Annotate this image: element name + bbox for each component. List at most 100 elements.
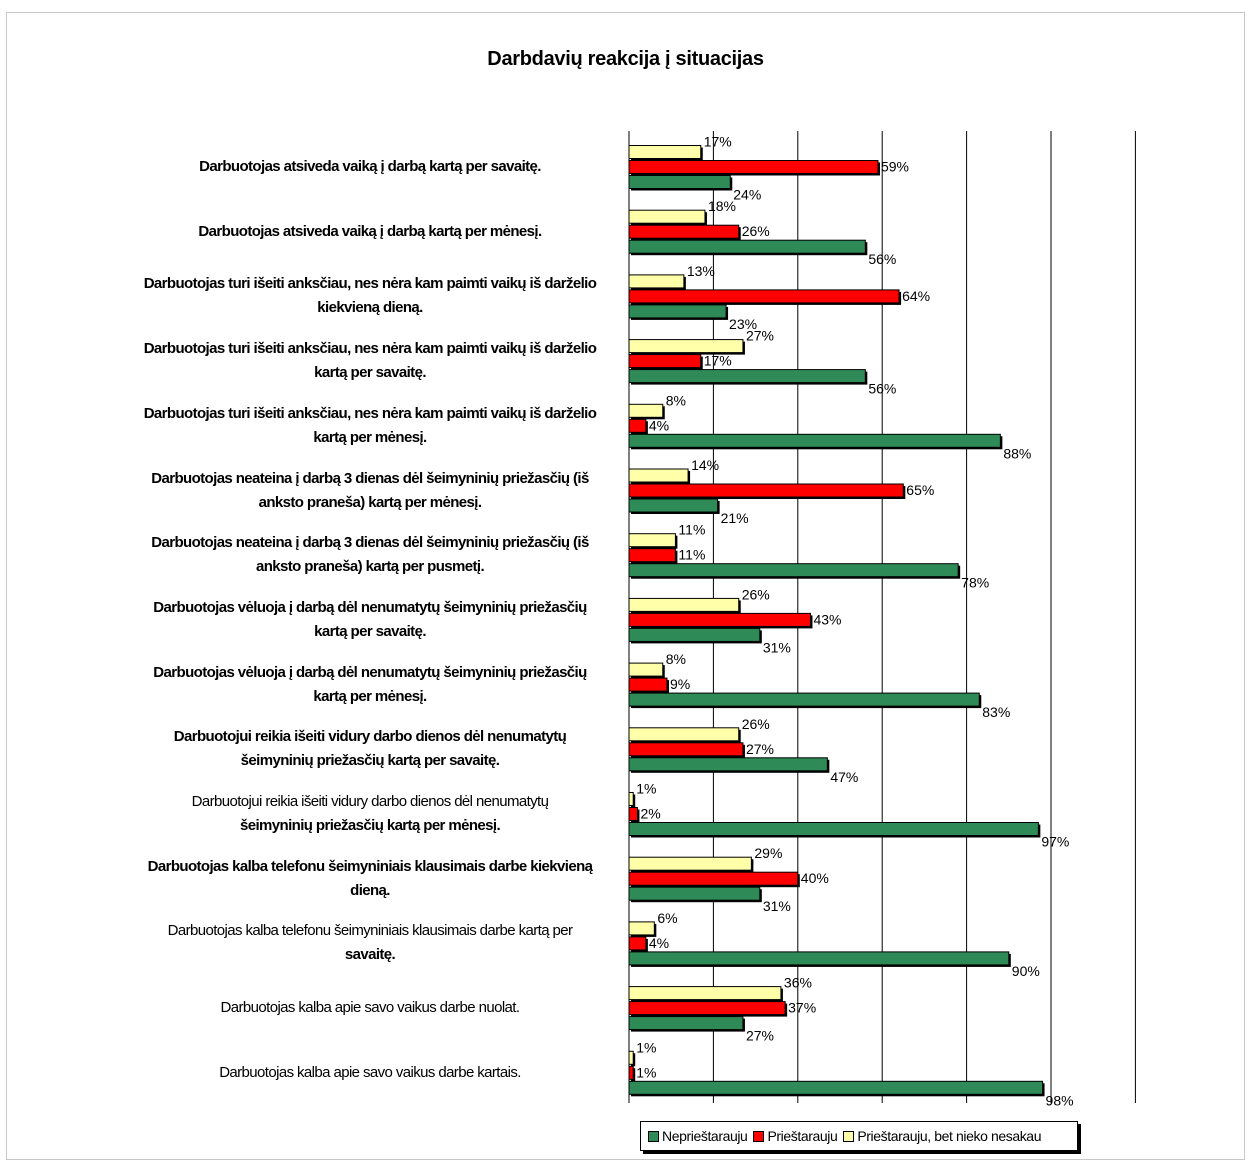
category-label-line2: šeimyninių priežasčių kartą per savaitę. [240,752,500,770]
category-label-line2: kiekvieną dieną. [317,299,423,317]
category-label-line1: Darbuotojas atsiveda vaiką į darbą kartą… [198,222,542,240]
category-label: Darbuotojas neateina į darbą 3 dienas dė… [110,467,630,515]
legend-label: Neprieštarauju [662,1128,748,1144]
data-label: 6% [657,910,677,926]
data-label: 4% [649,935,669,951]
category-label-line1: Darbuotojas kalba telefonu šeimyniniais … [147,857,593,875]
data-label: 8% [666,651,686,667]
bar-yellow [628,274,685,289]
category-label: Darbuotojas kalba apie savo vaikus darbe… [110,996,630,1020]
category-label-line2: anksto praneša) kartą per mėnesį. [258,493,482,511]
data-label: 21% [721,510,749,526]
data-label: 47% [830,769,858,785]
category-label-line1: Darbuotojas atsiveda vaiką į darbą kartą… [199,158,541,175]
category-label-line2: kartą per mėnesį. [313,687,427,705]
bar-green [628,822,1039,836]
data-label: 65% [906,482,934,498]
category-label-line1: Darbuotojas kalba telefonu šeimyniniais … [167,922,573,940]
category-label-line1: Darbuotojas turi išeiti anksčiau, nes nė… [143,340,597,358]
bar-yellow [628,1050,634,1065]
data-label: 26% [742,223,770,239]
bar-yellow [628,792,634,806]
bar-green [628,627,761,642]
category-label: Darbuotojas atsiveda vaiką į darbą kartą… [110,220,630,244]
data-label: 26% [742,586,770,602]
bar-green [628,757,828,772]
category-label: Darbuotojas kalba telefonu šeimyniniais … [110,919,630,967]
category-label: Darbuotojas vėluoja į darbą dėl nenumaty… [110,596,630,644]
data-label: 24% [733,187,761,203]
bar-red [628,418,647,433]
data-label: 17% [704,134,732,150]
bar-yellow [628,533,676,548]
bar-green [628,951,1010,966]
data-label: 1% [636,781,656,797]
data-label: 14% [691,457,719,473]
legend-item-nepriestarauju: Neprieštarauju [648,1128,748,1144]
category-label-line2: savaitę. [344,946,396,964]
bar-red [628,807,638,821]
data-label: 37% [788,1000,816,1016]
data-label: 31% [763,639,791,655]
category-label-line1: Darbuotojas kalba apie savo vaikus darbe… [219,1063,521,1081]
category-label-line1: Darbuotojas vėluoja į darbą dėl nenumaty… [153,663,587,681]
chart-title: Darbdavių reakcija į situacijas [487,48,764,70]
category-label: Darbuotojas turi išeiti anksčiau, nes nė… [110,402,630,450]
data-label: 9% [670,676,690,692]
data-label: 88% [1003,445,1031,461]
data-label: 8% [666,392,686,408]
category-label-line2: šeimyninių priežasčių kartą per mėnesį. [239,817,501,834]
category-label: Darbuotojas kalba telefonu šeimyniniais … [110,855,630,903]
legend: Neprieštarauju Prieštarauju Prieštarauju… [640,1121,1078,1151]
data-label: 26% [742,716,770,732]
data-label: 59% [881,159,909,175]
data-label: 36% [784,975,812,991]
bar-yellow [628,597,740,612]
data-label: 27% [746,328,774,344]
legend-item-priestarauju: Prieštarauju [753,1128,838,1144]
bar-green [628,886,761,901]
bar-green [628,239,866,254]
category-label-line2: kartą per savaitę. [314,364,426,382]
category-label: Darbuotojas turi išeiti anksčiau, nes nė… [110,337,630,385]
data-label: 27% [746,1028,774,1044]
category-label-line1: Darbuotojui reikia išeiti vidury darbo d… [191,793,549,810]
bar-red [628,742,744,757]
bar-red [628,936,647,951]
legend-swatch-red [753,1130,765,1142]
data-label: 78% [961,575,989,591]
data-label: 18% [708,198,736,214]
data-label: 64% [902,288,930,304]
data-label: 1% [636,1039,656,1055]
bar-green [628,175,731,189]
data-label: 98% [1046,1092,1074,1108]
category-label-line1: Darbuotojas kalba apie savo vaikus darbe… [220,999,521,1017]
data-label: 56% [868,381,896,397]
data-label: 13% [687,263,715,279]
data-label: 40% [801,870,829,886]
bar-green [628,433,1001,448]
bar-red [628,289,900,304]
data-label: 2% [640,806,660,822]
bar-red [628,677,668,692]
bar-yellow [628,209,706,224]
bar-yellow [628,856,752,871]
bar-yellow [628,727,740,742]
category-label: Darbuotojas neateina į darbą 3 dienas dė… [110,531,630,579]
legend-swatch-yellow [843,1130,855,1142]
data-label: 90% [1012,963,1040,979]
category-label: Darbuotojas kalba apie savo vaikus darbe… [110,1061,630,1085]
category-label: Darbuotojas turi išeiti anksčiau, nes nė… [110,272,630,320]
bar-red [628,1065,634,1080]
legend-label: Prieštarauju, bet nieko nesakau [857,1128,1042,1144]
bar-red [628,483,904,498]
bar-green [628,1080,1044,1095]
bar-yellow [628,145,702,159]
category-label-line2: dieną. [350,881,390,899]
bar-green [628,304,727,319]
bar-yellow [628,921,655,936]
bar-red [628,548,676,563]
data-label: 97% [1041,834,1069,850]
category-label-line1: Darbuotojas neateina į darbą 3 dienas dė… [151,534,589,552]
